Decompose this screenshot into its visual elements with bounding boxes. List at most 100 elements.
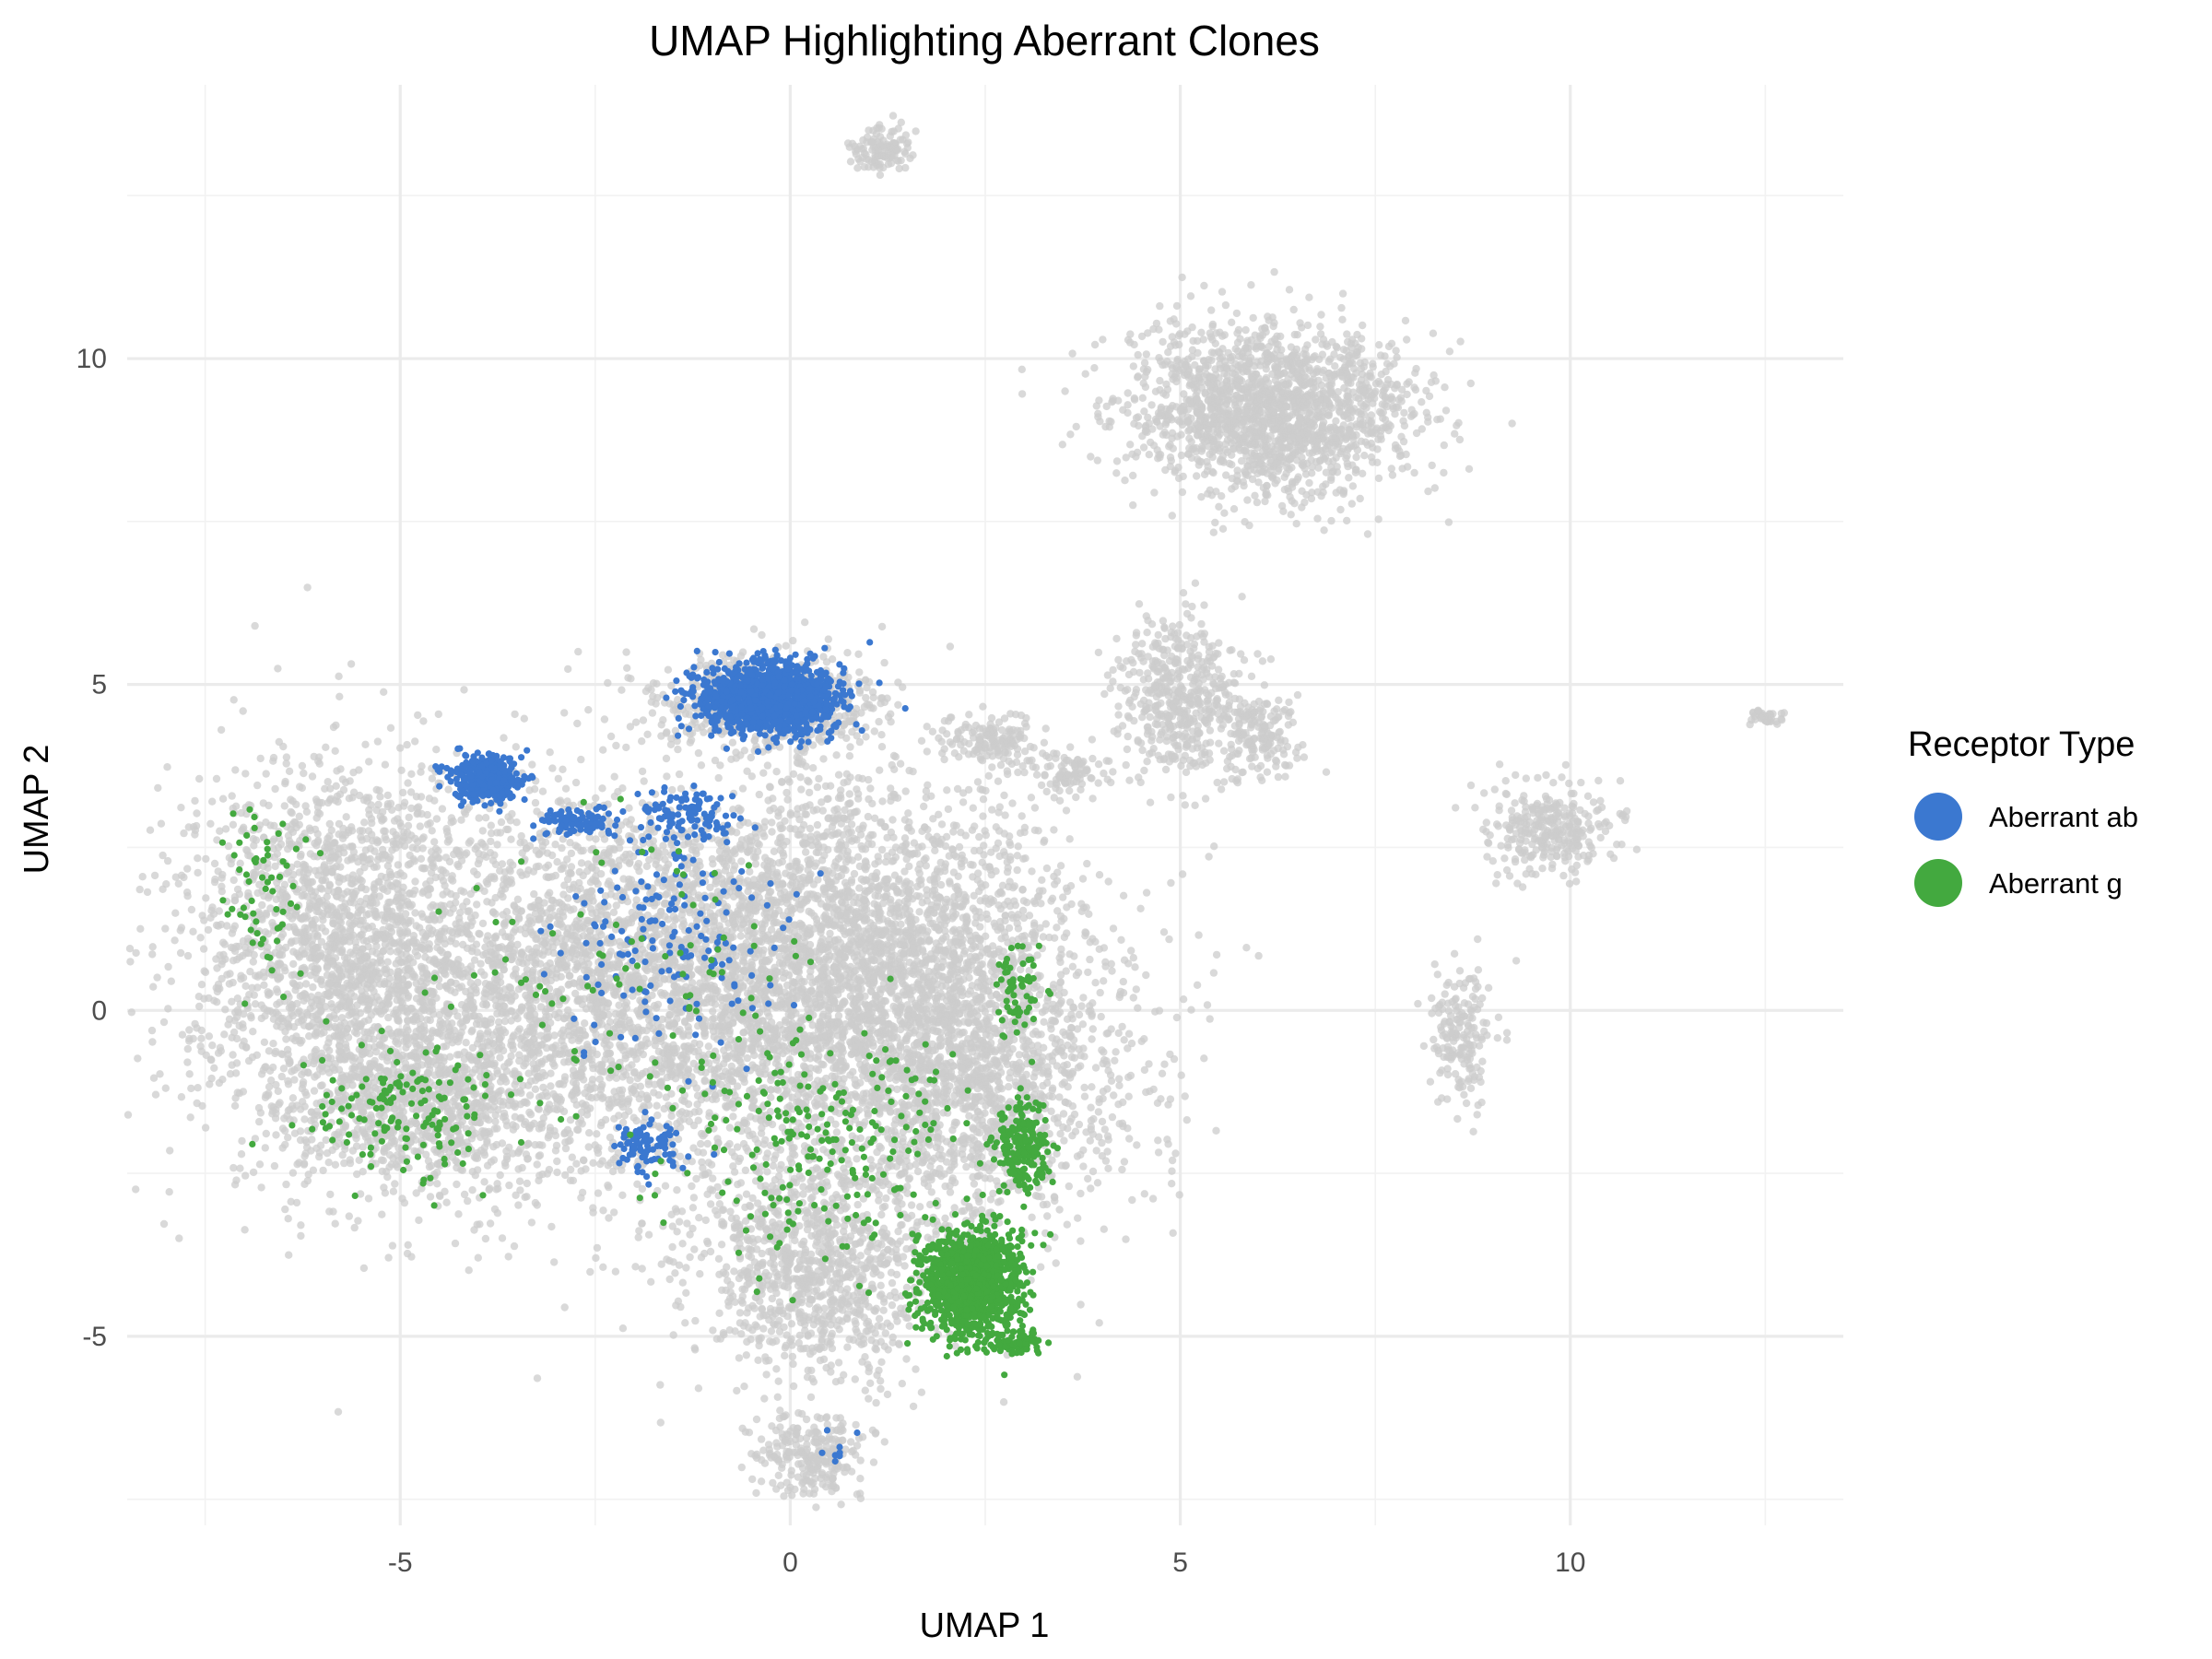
background-cell-point [606,981,615,990]
background-cell-point [531,1198,540,1207]
background-cell-point [289,959,298,969]
background-cell-point [711,1069,719,1078]
background-cell-point [1187,1006,1195,1014]
background-cell-point [520,714,528,723]
background-cell-point [523,870,531,878]
background-cell-point [705,1109,713,1117]
background-cell-point [643,1094,653,1102]
background-cell-point [527,1218,536,1227]
background-cell-point [1053,924,1061,932]
background-cell-point [581,1031,590,1040]
background-cell-point [592,794,600,803]
background-cell-point [331,1219,339,1228]
background-cell-point [515,914,524,923]
background-cell-point [616,937,624,946]
background-cell-point [466,979,475,987]
background-cell-point [535,850,544,858]
background-cell-point [559,1015,569,1023]
background-cell-point [388,1241,397,1250]
background-cell-point [567,863,576,871]
background-cell-point [618,1118,628,1127]
background-cell-point [378,1210,386,1218]
background-cell-point [256,754,265,763]
background-cell-point [383,791,392,800]
background-cell-point [493,1009,501,1018]
background-cell-point [453,1180,461,1189]
background-cell-point [508,809,516,818]
background-cell-point [507,835,515,843]
background-cell-point [638,1069,647,1078]
background-cell-point [587,1080,596,1088]
background-cell-point [521,1044,529,1053]
background-cell-point [944,805,953,814]
background-cell-point [530,1010,539,1019]
background-cell-point [553,1157,561,1166]
background-cell-point [496,1077,505,1086]
background-cell-point [510,1241,519,1251]
background-cell-point [615,856,624,865]
background-cell-point [615,1001,623,1009]
background-cell-point [580,966,589,974]
background-cell-point [622,743,630,752]
background-cell-point [899,1128,907,1136]
background-cell-point [496,1053,504,1062]
background-cell-point [565,1022,573,1030]
background-cell-point [1013,865,1021,875]
background-cell-point [143,888,152,897]
background-cell-point [134,1054,142,1063]
background-cell-point [741,1166,750,1175]
background-cell-point [673,989,681,997]
background-cell-point [403,1249,412,1258]
background-cell-point [605,877,613,886]
background-cell-point [509,861,517,869]
background-cell-point [631,1263,640,1271]
background-cell-point [706,1247,715,1256]
background-cell-point [1203,1001,1212,1009]
background-cell-point [688,1158,696,1166]
background-cell-point [610,991,618,999]
background-cell-point [642,862,652,871]
background-cell-point [675,770,684,779]
background-cell-point [618,1009,627,1018]
background-cell-point [514,1201,523,1209]
background-cell-point [705,1059,713,1067]
background-cell-point [551,871,559,880]
background-cell-point [525,1091,535,1100]
background-cell-point [536,1031,545,1040]
background-cell-point [554,797,562,806]
background-cell-point [511,710,519,719]
background-cell-point [783,795,792,804]
background-cell-point [515,1056,524,1065]
background-cell-point [547,851,557,860]
background-cell-point [548,764,557,772]
background-cell-point [175,1234,183,1242]
background-cell-point [379,1157,387,1165]
background-cell-point [344,1033,353,1041]
background-cell-point [239,1088,248,1096]
background-cell-point [477,968,486,976]
background-cell-point [124,1111,133,1119]
background-cell-point [132,1185,140,1194]
background-cell-point [637,1041,646,1049]
background-cell-point [171,909,180,917]
background-cell-point [553,1168,561,1177]
background-cell-point [585,926,594,935]
background-cell-point [481,1234,490,1243]
background-cell-point [654,1090,663,1100]
background-cell-point [674,745,682,754]
background-cell-point [917,736,926,745]
background-cell-point [1209,969,1218,977]
background-cell-point [596,1090,605,1100]
background-cell-point [690,1039,699,1048]
background-cell-point [563,855,571,864]
background-cell-point [630,1067,639,1077]
background-cell-point [1101,962,1110,971]
background-cell-point [1100,977,1108,985]
background-cell-point [147,1026,157,1035]
background-cell-point [1074,968,1083,977]
background-cell-point [547,1018,555,1028]
background-cell-point [516,839,524,847]
background-cell-point [582,1165,590,1173]
background-cell-point [550,1258,559,1266]
background-cell-point [610,1208,618,1217]
